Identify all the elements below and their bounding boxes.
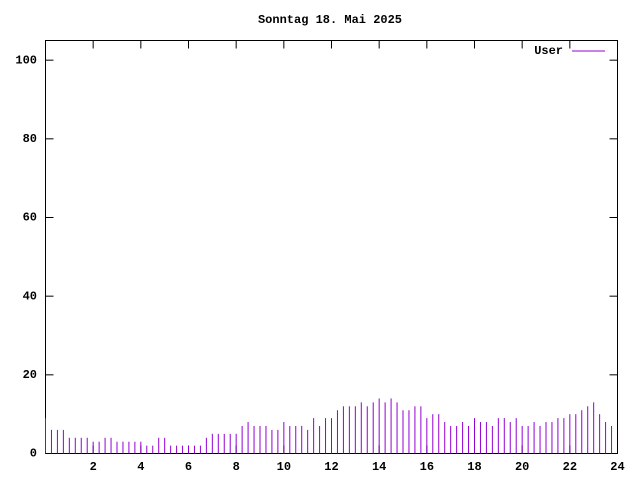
x-tick-label: 6 <box>185 460 192 474</box>
x-tick-label: 2 <box>90 460 97 474</box>
y-tick-label: 0 <box>30 447 37 461</box>
x-tick-label: 24 <box>610 460 624 474</box>
y-tick-label: 100 <box>15 53 37 67</box>
x-tick-label: 20 <box>515 460 529 474</box>
x-tick-label: 14 <box>372 460 386 474</box>
y-tick-label: 40 <box>23 289 37 303</box>
x-tick-label: 18 <box>467 460 481 474</box>
x-tick-label: 12 <box>324 460 338 474</box>
y-tick-label: 80 <box>23 132 37 146</box>
x-tick-label: 4 <box>137 460 144 474</box>
x-tick-label: 16 <box>420 460 434 474</box>
legend-label: User <box>534 44 563 58</box>
x-tick-label: 8 <box>233 460 240 474</box>
y-tick-label: 20 <box>23 368 37 382</box>
x-tick-label: 22 <box>563 460 577 474</box>
chart-title: Sonntag 18. Mai 2025 <box>258 13 402 27</box>
x-tick-label: 10 <box>277 460 291 474</box>
y-tick-label: 60 <box>23 211 37 225</box>
